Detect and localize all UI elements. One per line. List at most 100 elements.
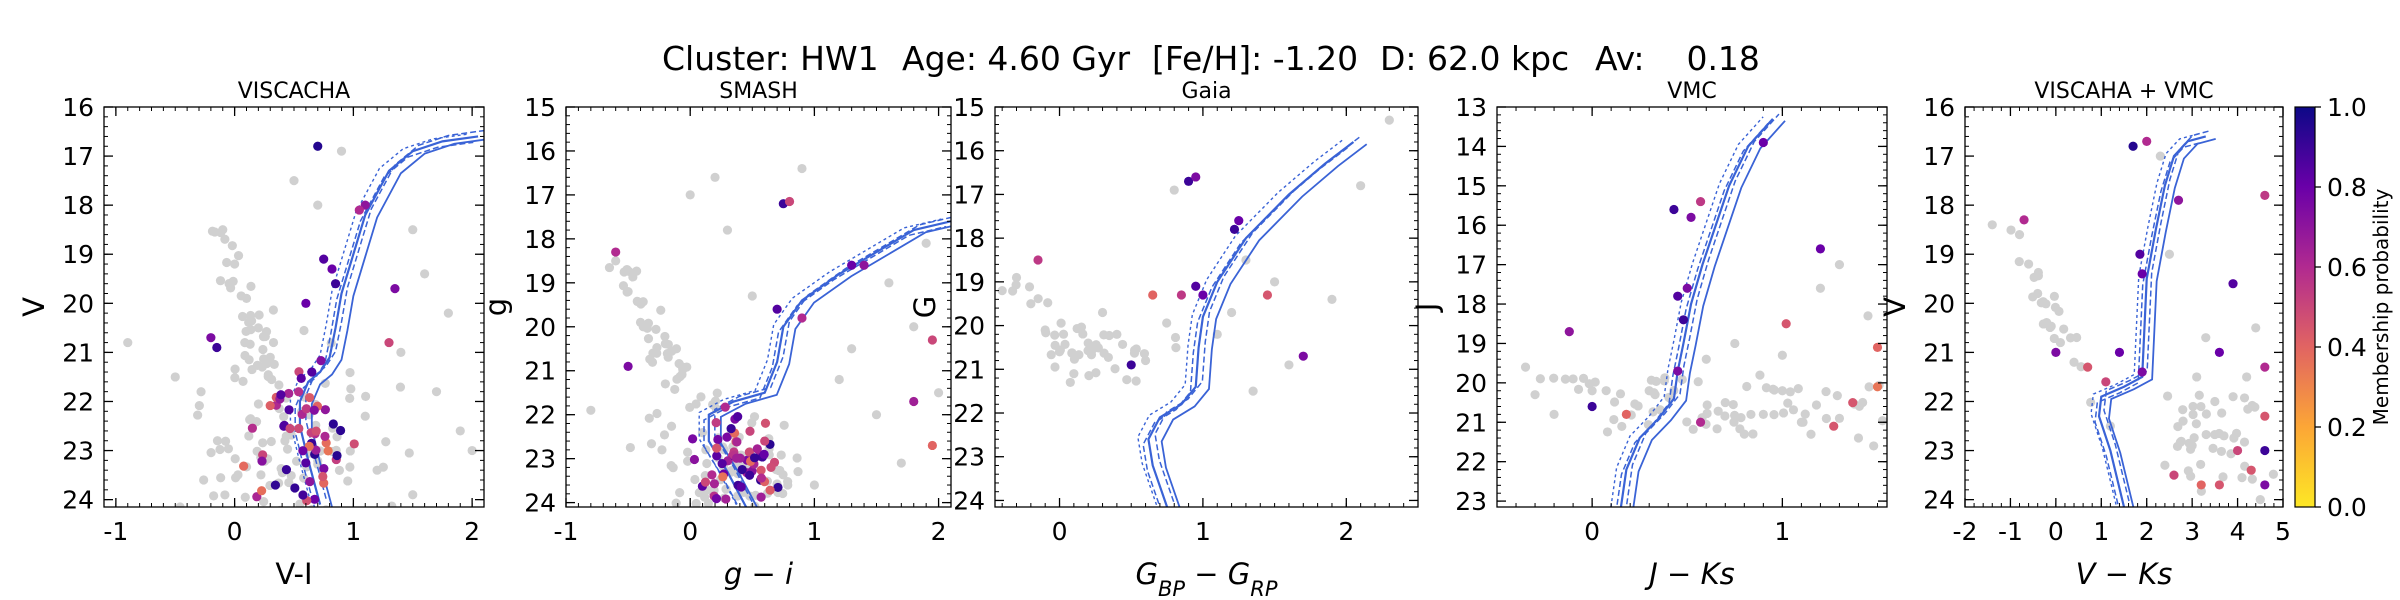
x-axis-label: J − Ks: [1644, 557, 1734, 591]
plot-area: [1987, 129, 2278, 507]
y-tick-label: 19: [953, 268, 985, 297]
field-star: [258, 344, 268, 355]
field-star: [408, 225, 418, 235]
field-star: [2173, 421, 2183, 432]
field-star: [378, 462, 388, 472]
x-tick-label: 5: [2275, 517, 2291, 546]
field-star: [267, 374, 277, 385]
member-star: [847, 260, 857, 270]
field-star: [1140, 355, 1151, 366]
member-star: [2019, 215, 2029, 225]
field-star: [2176, 436, 2186, 446]
member-star: [1298, 351, 1308, 361]
field-star: [343, 476, 353, 486]
member-star: [257, 486, 267, 496]
member-star: [712, 451, 722, 461]
field-star: [334, 465, 345, 476]
member-star: [766, 462, 776, 472]
x-tick-label: 3: [2184, 517, 2200, 546]
member-star: [294, 423, 304, 434]
member-star: [717, 458, 727, 469]
field-star: [678, 364, 688, 375]
member-star: [1758, 137, 1768, 148]
field-star: [2069, 357, 2079, 367]
field-star: [644, 413, 654, 423]
y-axis-label: G: [908, 296, 942, 318]
field-star: [1664, 392, 1674, 403]
member-star: [733, 412, 743, 422]
cmd-panel-2: -1 0 1 2 15 16 17 18 19 20 21 22 23 24 SMASH g − i g: [479, 79, 952, 591]
y-tick-label: 15: [1455, 172, 1487, 201]
field-star: [2086, 397, 2096, 407]
field-star: [1688, 424, 1698, 434]
member-star: [2246, 465, 2256, 475]
field-star: [1248, 386, 1258, 396]
y-axis-label: V: [17, 297, 51, 317]
y-tick-label: 20: [1455, 369, 1487, 398]
field-star: [233, 251, 244, 261]
field-star: [230, 373, 240, 383]
field-star: [237, 311, 248, 322]
member-star: [270, 480, 281, 490]
isochrone-line: [1632, 120, 1786, 507]
x-tick-label: 0: [1052, 517, 1068, 546]
field-star: [1785, 387, 1795, 397]
field-star: [395, 382, 406, 392]
y-tick-label: 17: [1923, 142, 1955, 171]
member-star: [1191, 281, 1201, 291]
y-tick-label: 23: [62, 437, 94, 466]
member-star: [713, 434, 723, 445]
member-star: [1682, 283, 1692, 293]
member-star: [284, 507, 293, 516]
field-star: [697, 427, 708, 438]
isochrone-line: [1147, 141, 1355, 507]
isochrone-line: [1142, 146, 1349, 507]
field-star: [1110, 364, 1120, 374]
field-star: [222, 257, 232, 268]
field-star: [404, 448, 414, 458]
field-star: [1615, 389, 1626, 399]
field-star: [2196, 459, 2206, 470]
field-star: [2228, 392, 2238, 402]
field-star: [258, 332, 269, 342]
member-star: [2135, 249, 2145, 259]
field-star: [258, 438, 268, 448]
field-star: [345, 446, 355, 456]
field-star: [220, 490, 230, 500]
field-star: [2186, 471, 2196, 481]
isochrone-line: [1160, 143, 1368, 507]
member-star: [859, 260, 869, 270]
suptitle-feh: [Fe/H]: -1.20: [1152, 39, 1358, 78]
member-star: [1148, 290, 1158, 300]
field-star: [1748, 429, 1758, 439]
field-star: [909, 322, 919, 332]
member-star: [390, 283, 400, 294]
field-star: [1601, 386, 1611, 396]
suptitle-distance: D: 62.0 kpc: [1380, 39, 1569, 78]
plot-area: [997, 115, 1394, 507]
isochrone-line: [2097, 135, 2207, 507]
member-star: [1673, 366, 1683, 376]
field-star: [2188, 409, 2198, 420]
field-star: [604, 262, 615, 273]
member-star: [773, 482, 783, 493]
member-star: [206, 333, 216, 343]
field-star: [1798, 417, 1808, 427]
x-tick-label: 1: [345, 517, 361, 546]
member-star: [313, 141, 323, 151]
suptitle-cluster: Cluster: HW1: [662, 39, 879, 78]
field-star: [2268, 469, 2278, 479]
member-star: [1872, 342, 1883, 352]
field-star: [1046, 350, 1056, 360]
field-star: [2014, 230, 2025, 240]
field-star: [345, 462, 355, 472]
y-tick-label: 17: [62, 142, 94, 171]
member-star: [1686, 212, 1696, 222]
field-star: [280, 436, 290, 446]
y-tick-label: 24: [953, 486, 985, 515]
member-star: [328, 419, 338, 429]
field-star: [675, 487, 685, 498]
field-star: [1226, 307, 1237, 318]
member-star: [1669, 204, 1679, 215]
